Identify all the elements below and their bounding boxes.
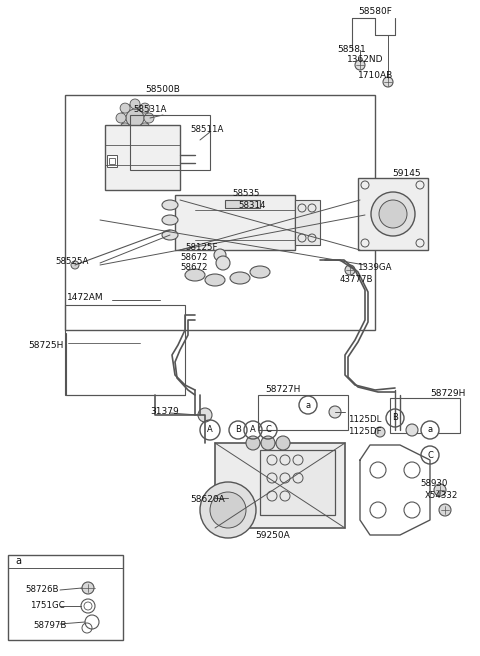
Bar [109,158,115,164]
Circle shape [375,427,385,437]
Circle shape [82,582,94,594]
Bar [390,398,460,433]
Text: 58797B: 58797B [33,621,66,630]
Circle shape [355,60,365,70]
Text: 58729H: 58729H [430,388,466,398]
Text: 58672: 58672 [180,264,207,272]
Bar [65,305,185,395]
Text: A: A [207,426,213,434]
Text: 58525A: 58525A [55,258,88,266]
Text: 58581: 58581 [337,45,366,54]
Text: 1125DF: 1125DF [348,426,382,436]
Text: 58535: 58535 [232,190,260,199]
Ellipse shape [162,215,178,225]
Bar [260,450,335,515]
Ellipse shape [250,266,270,278]
Text: 58531A: 58531A [133,106,167,115]
Ellipse shape [210,492,246,528]
Bar [105,125,180,190]
Circle shape [130,99,140,109]
Text: 58580F: 58580F [358,7,392,16]
Text: 1339GA: 1339GA [357,264,392,272]
Bar [65,95,375,330]
Ellipse shape [371,192,415,236]
Bar [107,155,117,167]
Circle shape [299,396,317,414]
Circle shape [406,424,418,436]
Text: A: A [250,426,256,434]
Text: 59250A: 59250A [255,531,290,539]
Ellipse shape [379,200,407,228]
Text: 1710AB: 1710AB [358,70,393,79]
Circle shape [71,261,79,269]
Text: a: a [305,401,311,409]
Circle shape [216,256,230,270]
Text: 1472AM: 1472AM [67,293,104,302]
Text: B: B [392,413,398,422]
Ellipse shape [185,269,205,281]
Circle shape [140,123,150,133]
Bar [130,115,210,170]
Text: 58726B: 58726B [25,586,59,594]
Text: B: B [235,426,241,434]
Bar [215,443,345,528]
Text: 43777B: 43777B [340,276,373,285]
Ellipse shape [162,200,178,210]
Text: 58125F: 58125F [185,243,217,251]
Text: 58672: 58672 [180,253,207,262]
Ellipse shape [230,272,250,284]
Bar [175,195,295,250]
Circle shape [144,113,154,123]
Circle shape [140,103,150,113]
Text: 58511A: 58511A [190,125,223,134]
Ellipse shape [162,230,178,240]
Bar [295,200,320,245]
Text: 31379: 31379 [150,407,179,417]
Text: a: a [15,556,21,566]
Text: C: C [265,426,271,434]
Circle shape [383,77,393,87]
Circle shape [120,123,130,133]
Text: a: a [427,426,432,434]
Circle shape [329,406,341,418]
Text: 58930: 58930 [420,478,447,487]
Text: 58500B: 58500B [145,85,180,94]
Circle shape [439,504,451,516]
Bar [358,178,428,250]
Text: 58314: 58314 [238,201,265,211]
Text: C: C [427,451,433,459]
Circle shape [214,249,226,261]
Circle shape [421,421,439,439]
Circle shape [121,104,149,132]
Text: 1751GC: 1751GC [30,602,65,611]
Circle shape [198,408,212,422]
Circle shape [120,103,130,113]
Text: X54332: X54332 [425,491,458,501]
Circle shape [261,436,275,450]
Circle shape [130,127,140,137]
Text: 58727H: 58727H [265,386,300,394]
Circle shape [276,436,290,450]
Text: 1362ND: 1362ND [347,56,384,64]
Bar [8,555,123,640]
Circle shape [434,484,446,496]
Text: 58725H: 58725H [28,340,63,350]
Circle shape [246,436,260,450]
Text: 58620A: 58620A [190,495,225,504]
Ellipse shape [200,482,256,538]
Ellipse shape [205,274,225,286]
Circle shape [345,265,355,275]
Bar [258,395,348,430]
Circle shape [116,113,126,123]
Text: 1125DL: 1125DL [348,415,382,424]
Bar [225,200,260,208]
Circle shape [126,109,144,127]
Text: 59145: 59145 [392,169,420,178]
